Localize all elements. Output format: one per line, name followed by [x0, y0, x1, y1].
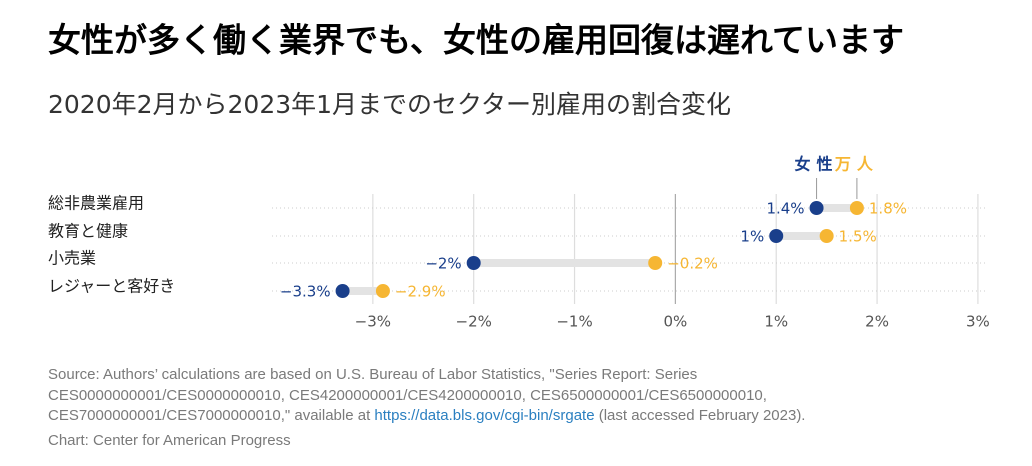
- category-label: レジャーと客好き: [48, 277, 175, 296]
- category-label: 総非農業雇用: [48, 194, 144, 213]
- x-tick-label: 3%: [966, 313, 990, 331]
- category-label: 教育と健康: [48, 222, 128, 241]
- dot: [648, 256, 663, 270]
- value-label: −2%: [425, 255, 461, 273]
- x-tick-label: −1%: [556, 313, 592, 331]
- source-text: Source: Authors’ calculations are based …: [48, 366, 772, 424]
- value-label: −3.3%: [280, 283, 331, 301]
- chart-subtitle: 2020年2月から2023年1月までのセクター別雇用の割合変化: [48, 90, 731, 119]
- value-label: −2.9%: [395, 283, 446, 301]
- x-tick-label: 1%: [764, 313, 788, 331]
- dot: [809, 201, 824, 215]
- source-tail: (last accessed February 2023).: [594, 407, 806, 424]
- legend-label: 万人: [834, 155, 879, 174]
- legend-label: 女性: [795, 155, 839, 174]
- source-note: Source: Authors’ calculations are based …: [48, 365, 898, 427]
- value-label: 1.4%: [766, 200, 804, 218]
- chart: 女性が多く働く業界でも、女性の雇用回復は遅れています 2020年2月から2023…: [48, 21, 990, 331]
- x-tick-label: 0%: [663, 313, 687, 331]
- x-tick-label: −2%: [456, 313, 492, 331]
- x-tick-label: −3%: [355, 313, 391, 331]
- dot: [769, 229, 784, 243]
- credit: Chart: Center for American Progress: [48, 432, 291, 449]
- category-label: 小売業: [48, 249, 96, 268]
- dot: [466, 256, 481, 270]
- chart-title: 女性が多く働く業界でも、女性の雇用回復は遅れています: [48, 21, 904, 60]
- value-label: 1.8%: [869, 200, 907, 218]
- dot: [849, 201, 864, 215]
- dot: [819, 229, 834, 243]
- value-label: 1%: [740, 228, 764, 246]
- dot: [335, 284, 350, 298]
- value-label: −0.2%: [667, 255, 718, 273]
- source-link[interactable]: https://data.bls.gov/cgi-bin/srgate: [374, 407, 595, 424]
- value-label: 1.5%: [839, 228, 877, 246]
- dot: [375, 284, 390, 298]
- x-tick-label: 2%: [865, 313, 889, 331]
